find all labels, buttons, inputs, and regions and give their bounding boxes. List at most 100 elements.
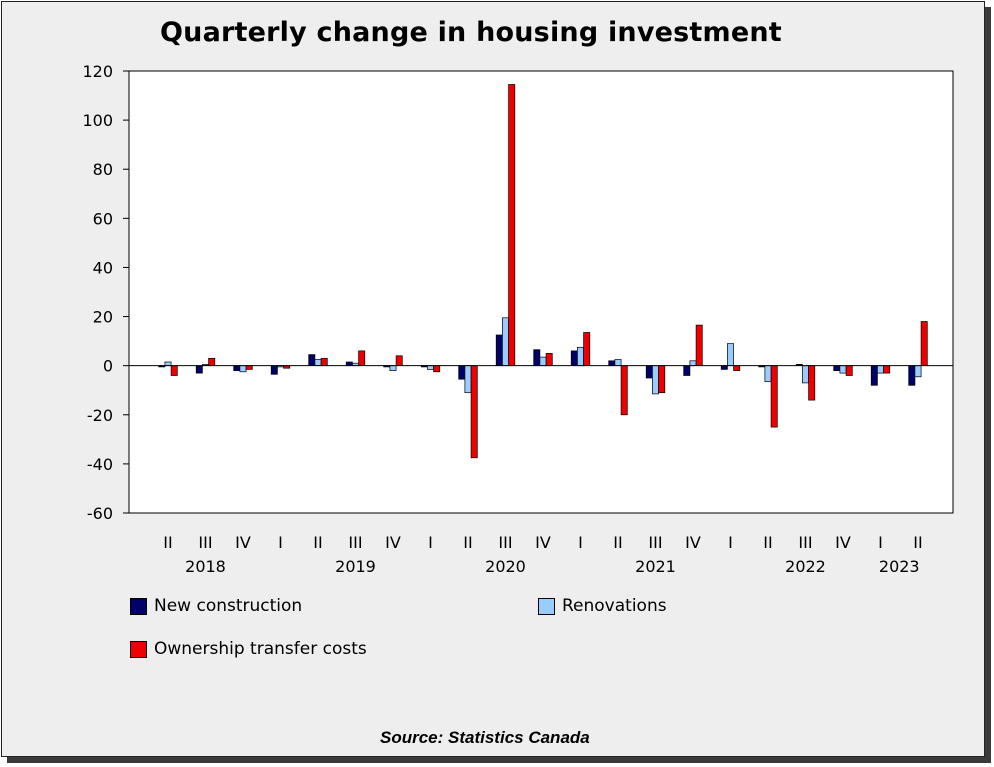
x-tick-label: III xyxy=(498,533,512,552)
bar-new-construction-2 xyxy=(233,365,241,371)
bar-new-construction-15 xyxy=(720,365,728,370)
bar-renovations-17 xyxy=(802,365,809,384)
x-tick-label: IV xyxy=(235,533,251,552)
bar-new-construction-5 xyxy=(345,361,353,367)
y-tick-label: 100 xyxy=(82,111,113,130)
bar-new-construction-8 xyxy=(458,365,466,380)
bar-ownership-transfer-costs-13 xyxy=(658,365,666,394)
bar-ownership-transfer-costs-0 xyxy=(170,365,178,376)
bar-renovations-16 xyxy=(764,365,772,383)
bar-renovations-4 xyxy=(314,359,322,366)
plot-area xyxy=(128,70,954,514)
y-tick-label: 60 xyxy=(93,209,113,228)
x-tick-label: IV xyxy=(685,533,701,552)
bar-ownership-transfer-costs-5 xyxy=(358,350,366,366)
bar-renovations-8 xyxy=(464,365,472,394)
bar-new-construction-14 xyxy=(683,365,691,376)
bar-ownership-transfer-costs-18 xyxy=(845,365,853,376)
x-tick-label: III xyxy=(798,533,812,552)
x-year-label: 2023 xyxy=(879,557,920,576)
x-year-label: 2021 xyxy=(635,557,676,576)
bar-renovations-19 xyxy=(877,365,884,374)
x-tick-label: I xyxy=(428,533,433,552)
x-tick-label: III xyxy=(348,533,362,552)
bar-renovations-15 xyxy=(727,343,734,367)
bar-renovations-2 xyxy=(239,365,247,373)
bar-renovations-9 xyxy=(502,317,509,367)
x-year-label: 2018 xyxy=(185,557,226,576)
y-tick-label: -60 xyxy=(87,504,113,523)
bar-renovations-12 xyxy=(614,359,622,366)
bar-new-construction-10 xyxy=(533,349,541,367)
x-axis: II III IV I II III IV I II III IV I II III IV I II III IV I… xyxy=(163,533,922,576)
bar-ownership-transfer-costs-6 xyxy=(395,355,403,366)
x-tick-label: II xyxy=(763,533,772,552)
bar-ownership-transfer-costs-2 xyxy=(245,365,253,370)
bar-renovations-14 xyxy=(689,360,697,367)
legend-label-renovations: Renovations xyxy=(562,596,667,616)
bar-new-construction-1 xyxy=(195,365,203,374)
bar-ownership-transfer-costs-9 xyxy=(508,84,516,367)
bar-renovations-10 xyxy=(539,356,547,367)
bar-ownership-transfer-costs-17 xyxy=(808,365,816,401)
y-tick-label: 0 xyxy=(103,357,113,376)
x-tick-label: III xyxy=(648,533,662,552)
bar-ownership-transfer-costs-4 xyxy=(320,357,328,367)
legend-swatch-ownership-transfer-costs xyxy=(130,641,147,658)
legend-swatch-new-construction xyxy=(130,598,147,615)
legend-label-new-construction: New construction xyxy=(154,596,303,616)
bar-ownership-transfer-costs-19 xyxy=(883,365,891,374)
y-tick-label: 40 xyxy=(93,258,113,277)
x-tick-label: II xyxy=(463,533,472,552)
x-tick-label: I xyxy=(278,533,283,552)
bar-ownership-transfer-costs-11 xyxy=(583,332,591,366)
x-tick-label: I xyxy=(728,533,733,552)
x-tick-label: IV xyxy=(385,533,401,552)
chart-frame: Quarterly change in housing investment 1… xyxy=(1,1,985,757)
y-tick-label: 20 xyxy=(93,308,113,327)
bar-renovations-0 xyxy=(164,361,172,367)
x-tick-label: IV xyxy=(535,533,551,552)
bar-renovations-11 xyxy=(577,346,584,367)
bar-new-construction-18 xyxy=(833,365,841,371)
bar-ownership-transfer-costs-8 xyxy=(470,365,478,459)
source-note: Source: Statistics Canada xyxy=(380,728,590,747)
x-year-label: 2020 xyxy=(485,557,526,576)
bar-renovations-20 xyxy=(914,365,922,378)
bar-ownership-transfer-costs-12 xyxy=(620,365,628,416)
bar-ownership-transfer-costs-10 xyxy=(545,353,553,367)
bar-renovations-13 xyxy=(652,365,659,395)
legend-swatch-renovations xyxy=(538,598,555,615)
y-tick-label: -40 xyxy=(87,455,113,474)
bar-renovations-18 xyxy=(839,365,847,374)
bar-ownership-transfer-costs-7 xyxy=(433,365,441,373)
x-tick-label: II xyxy=(313,533,322,552)
y-tick-label: 120 xyxy=(82,62,113,81)
legend-label-ownership-transfer-costs: Ownership transfer costs xyxy=(154,639,367,659)
bar-ownership-transfer-costs-20 xyxy=(920,321,928,367)
bar-new-construction-3 xyxy=(270,365,278,375)
bar-ownership-transfer-costs-14 xyxy=(695,324,703,366)
bar-ownership-transfer-costs-1 xyxy=(208,357,216,367)
bar-new-construction-4 xyxy=(308,354,316,366)
y-axis: 120 100 80 60 40 20 0 -20 -40 -60 xyxy=(82,62,129,523)
x-tick-label: II xyxy=(613,533,622,552)
bar-ownership-transfer-costs-15 xyxy=(733,365,741,371)
x-tick-label: I xyxy=(878,533,883,552)
y-tick-label: -20 xyxy=(87,406,113,425)
x-tick-label: I xyxy=(578,533,583,552)
x-tick-label: II xyxy=(913,533,922,552)
bar-new-construction-12 xyxy=(608,360,616,367)
bar-new-construction-19 xyxy=(870,365,878,386)
chart-title: Quarterly change in housing investment xyxy=(160,17,782,48)
x-year-label: 2019 xyxy=(335,557,376,576)
bar-new-construction-11 xyxy=(570,350,578,366)
bar-renovations-7 xyxy=(427,365,434,370)
y-tick-label: 80 xyxy=(93,160,113,179)
x-year-label: 2022 xyxy=(785,557,826,576)
x-tick-label: III xyxy=(198,533,212,552)
bar-new-construction-20 xyxy=(908,365,916,386)
bar-new-construction-9 xyxy=(495,334,503,367)
x-tick-label: II xyxy=(163,533,172,552)
